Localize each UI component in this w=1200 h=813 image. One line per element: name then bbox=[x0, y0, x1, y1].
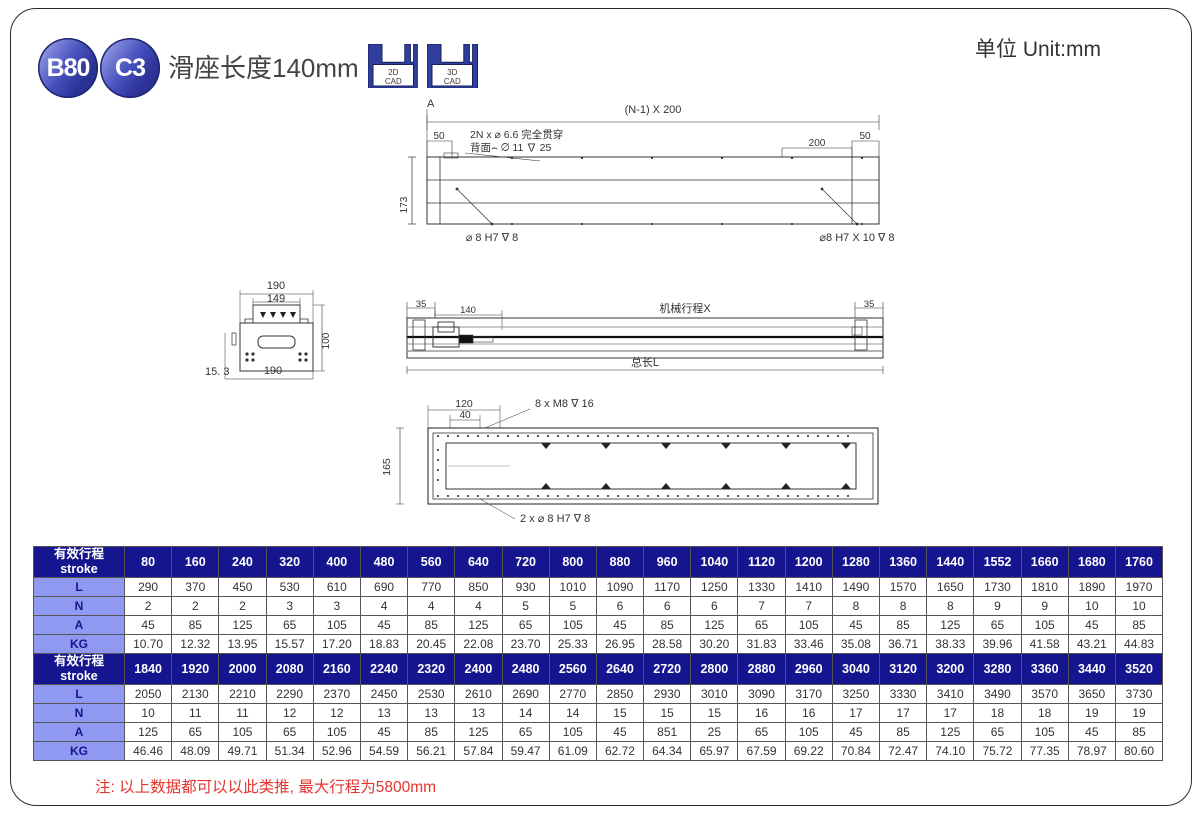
svg-text:⌀8 H7 X 10 ∇ 8: ⌀8 H7 X 10 ∇ 8 bbox=[819, 232, 894, 244]
svg-text:190: 190 bbox=[267, 280, 285, 292]
svg-text:2D: 2D bbox=[388, 68, 398, 77]
svg-text:40: 40 bbox=[459, 410, 471, 421]
svg-text:35: 35 bbox=[864, 300, 875, 310]
svg-text:3D: 3D bbox=[447, 68, 457, 77]
svg-text:CAD: CAD bbox=[385, 77, 402, 86]
svg-text:2 x ⌀ 8 H7 ∇ 8: 2 x ⌀ 8 H7 ∇ 8 bbox=[520, 513, 590, 525]
svg-text:CAD: CAD bbox=[444, 77, 461, 86]
svg-text:8 x M8 ∇ 16: 8 x M8 ∇ 16 bbox=[535, 398, 594, 410]
svg-text:149: 149 bbox=[267, 293, 285, 305]
svg-text:35: 35 bbox=[416, 300, 427, 310]
svg-text:机械行程X: 机械行程X bbox=[659, 301, 711, 315]
svg-text:200: 200 bbox=[809, 138, 826, 149]
svg-text:100: 100 bbox=[321, 332, 332, 349]
svg-text:15. 3: 15. 3 bbox=[205, 366, 229, 378]
svg-text:165: 165 bbox=[381, 458, 393, 476]
svg-text:50: 50 bbox=[433, 131, 445, 142]
svg-text:190: 190 bbox=[264, 365, 282, 377]
svg-text:(N-1) X 200: (N-1) X 200 bbox=[625, 104, 682, 116]
svg-text:总长L: 总长L bbox=[631, 355, 659, 369]
svg-text:120: 120 bbox=[455, 398, 473, 410]
svg-text:140: 140 bbox=[460, 305, 476, 316]
svg-text:A: A bbox=[427, 98, 435, 110]
svg-text:2N x ⌀ 6.6 完全贯穿: 2N x ⌀ 6.6 完全贯穿 bbox=[470, 128, 563, 141]
svg-text:⌀ 8 H7 ∇ 8: ⌀ 8 H7 ∇ 8 bbox=[466, 232, 519, 244]
svg-text:173: 173 bbox=[400, 196, 410, 213]
svg-text:50: 50 bbox=[859, 131, 871, 142]
svg-text:背面⌢ ⌀ 11 ∇ 25: 背面⌢ ⌀ 11 ∇ 25 bbox=[470, 141, 551, 154]
